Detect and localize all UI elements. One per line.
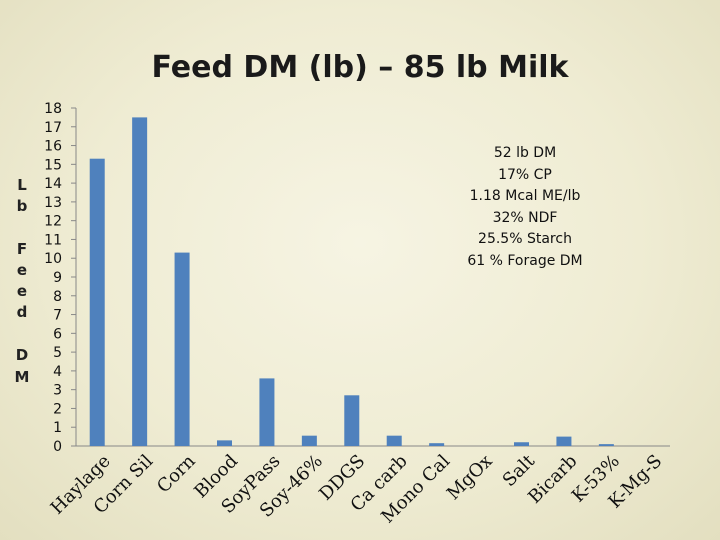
bar xyxy=(556,436,572,446)
y-tick-label: 14 xyxy=(44,176,62,192)
y-tick-label: 5 xyxy=(53,345,62,361)
bar xyxy=(301,435,317,446)
bar xyxy=(386,435,402,446)
y-tick-label: 13 xyxy=(44,195,62,211)
y-tick-label: 7 xyxy=(53,308,62,324)
bar xyxy=(429,443,445,446)
annotation-line: 52 lb DM xyxy=(493,145,557,161)
y-tick-label: 3 xyxy=(53,383,62,399)
y-tick-label: 12 xyxy=(44,214,62,230)
diet-summary-annotation: 52 lb DM 17% CP 1.18 Mcal ME/lb 32% NDF … xyxy=(440,143,610,273)
bar xyxy=(514,442,529,446)
annotation-line: 17% CP xyxy=(498,166,552,183)
annotation-line: 25.5% Starch xyxy=(478,231,572,248)
y-tick-label: 1 xyxy=(53,420,62,436)
annotation-line: 61 % Forage DM xyxy=(467,252,583,269)
bar xyxy=(174,252,190,446)
y-axis-label-letter: b xyxy=(16,197,28,215)
y-tick-label: 10 xyxy=(44,251,62,267)
y-tick-label: 2 xyxy=(53,401,62,417)
y-tick-label: 15 xyxy=(44,157,62,173)
y-tick-label: 11 xyxy=(44,232,62,248)
y-axis-label-letter: L xyxy=(17,176,27,194)
y-tick-label: 18 xyxy=(44,101,62,117)
y-axis-label-letter: M xyxy=(14,368,30,386)
bar xyxy=(259,378,275,446)
x-tick-label: MgOx xyxy=(443,451,497,505)
x-tick-label: Bicarb xyxy=(524,451,581,508)
y-axis-label-letter: F xyxy=(16,240,28,258)
y-axis-label-letter: D xyxy=(15,346,29,364)
y-tick-label: 6 xyxy=(53,326,62,342)
y-tick-label: 8 xyxy=(53,289,62,305)
y-axis-label-letter: d xyxy=(16,303,28,321)
y-axis-label-letter: e xyxy=(16,282,28,300)
bar xyxy=(598,444,614,446)
bar xyxy=(344,395,360,446)
y-tick-label: 9 xyxy=(53,270,62,286)
y-tick-label: 16 xyxy=(44,139,62,155)
y-tick-label: 0 xyxy=(53,439,62,455)
bar xyxy=(217,440,232,446)
annotation-line: 32% NDF xyxy=(492,209,558,226)
bar xyxy=(132,117,148,446)
y-tick-label: 4 xyxy=(53,364,62,380)
annotation-line: 1.18 Mcal ME/lb xyxy=(469,188,581,205)
chart-title: Feed DM (lb) – 85 lb Milk xyxy=(151,50,569,85)
bar xyxy=(89,158,105,446)
y-tick-label: 17 xyxy=(44,120,62,136)
y-axis-label-letter: e xyxy=(16,261,28,279)
